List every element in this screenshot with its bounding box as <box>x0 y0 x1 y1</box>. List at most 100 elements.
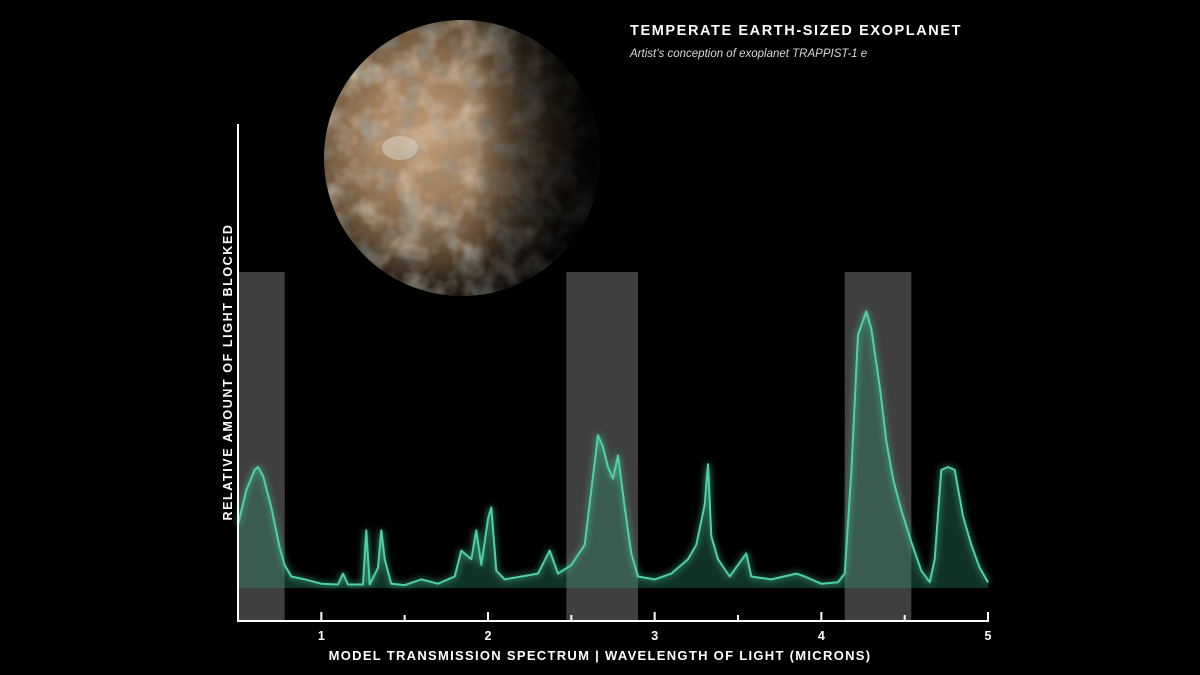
spectrum-point <box>290 575 293 578</box>
spectrum-point <box>283 564 286 566</box>
spectrum-point <box>537 572 539 575</box>
spectrum-point <box>262 474 264 477</box>
spectrum-point <box>570 564 573 566</box>
spectrum-point <box>503 578 506 581</box>
spectrum-point <box>750 575 753 578</box>
spectrum-point <box>257 466 259 468</box>
y-axis-title: RELATIVE AMOUNT OF LIGHT BLOCKED <box>221 223 235 520</box>
spectrum-point <box>850 472 853 474</box>
x-tick-label: 1 <box>318 629 325 643</box>
spectrum-point <box>940 469 943 471</box>
spectrum-point <box>377 567 379 569</box>
spectrum-point <box>878 385 881 388</box>
spectrum-point <box>987 581 989 584</box>
spectrum-series <box>237 310 989 588</box>
spectrum-point <box>583 544 586 546</box>
exoplanet-illustration-icon <box>324 20 600 296</box>
spectrum-point <box>695 544 698 546</box>
spectrum-point <box>590 489 593 491</box>
spectrum-point <box>653 578 656 581</box>
spectrum-point <box>885 440 888 442</box>
x-axis-title: MODEL TRANSMISSION SPECTRUM | WAVELENGTH… <box>329 648 872 663</box>
spectrum-point <box>475 529 478 532</box>
spectrum-point <box>843 572 846 575</box>
highlight-bands <box>238 272 912 621</box>
spectrum-point <box>717 558 719 560</box>
spectrum-point <box>947 466 949 468</box>
spectrum-point <box>933 558 936 560</box>
x-tick-label: 2 <box>485 629 492 643</box>
spectrum-point <box>710 535 713 537</box>
spectrum-point <box>857 333 859 336</box>
spectrum-point <box>368 583 371 586</box>
spectrum-point <box>630 552 633 555</box>
spectrum-point <box>337 583 339 586</box>
spectrum-point <box>383 558 386 560</box>
spectrum-point <box>487 518 489 520</box>
spectrum-point <box>670 572 673 575</box>
spectrum-point <box>910 541 913 543</box>
page-subtitle: Artist’s conception of exoplanet TRAPPIS… <box>630 48 868 60</box>
spectrum-point <box>892 477 894 480</box>
spectrum-area <box>238 311 988 588</box>
spectrum-point <box>837 581 839 584</box>
spectrum-point <box>602 446 604 448</box>
spectrum-point <box>303 578 306 581</box>
spectrum-point <box>420 578 423 581</box>
spectrum-point <box>253 469 256 471</box>
spectrum-point <box>607 466 609 468</box>
x-tick-label: 4 <box>818 629 825 643</box>
spectrum-point <box>803 575 806 578</box>
spectrum-point <box>597 434 599 437</box>
x-tick-label: 3 <box>651 629 658 643</box>
spectrum-point <box>278 546 281 549</box>
spectrum-point <box>245 489 248 491</box>
spectrum-point <box>347 583 349 586</box>
spectrum-point <box>342 572 344 575</box>
spectrum-point <box>403 584 406 586</box>
spectrum-point <box>687 558 689 560</box>
highlight-band-3 <box>844 272 912 621</box>
spectrum-point <box>928 581 931 584</box>
spectrum-point <box>495 569 498 572</box>
spectrum-point <box>612 477 614 480</box>
spectrum-point <box>707 463 709 465</box>
x-tick-label: 5 <box>985 629 992 643</box>
spectrum-point <box>637 575 639 578</box>
spectrum-point <box>520 575 523 578</box>
spectrum-point <box>557 572 559 575</box>
spectrum-point <box>548 549 551 552</box>
spectrum-line <box>237 310 989 587</box>
spectrum-point <box>900 509 903 512</box>
spectrum-point <box>970 544 973 546</box>
highlight-band-1 <box>238 272 285 621</box>
spectrum-point <box>703 503 706 506</box>
spectrum-point <box>362 583 364 586</box>
spectrum-point <box>978 567 981 569</box>
page-title: TEMPERATE EARTH-SIZED EXOPLANET <box>630 23 963 39</box>
spectrum-point <box>770 578 773 581</box>
spectrum-point <box>453 575 456 578</box>
spectrum-point <box>270 506 273 509</box>
spectrum-point <box>490 506 493 509</box>
spectrum-point <box>728 575 731 578</box>
spectrum-point <box>795 572 798 575</box>
spectrum-point <box>865 310 868 313</box>
spectrum-point <box>820 582 823 585</box>
spectrum-point <box>480 564 483 566</box>
spectrum-point <box>437 582 439 585</box>
spectrum-point <box>320 582 323 585</box>
spectrum-point <box>962 515 964 517</box>
spectrum-point <box>617 454 619 457</box>
spectrum-point <box>953 469 956 471</box>
spectrum-point <box>920 569 923 572</box>
spectrum-point <box>745 552 748 555</box>
spectrum-point <box>365 529 368 532</box>
spectrum-point <box>470 558 473 560</box>
spectrum-point <box>623 506 626 509</box>
spectrum-point <box>390 582 393 585</box>
x-axis-ticks: 1 2 3 4 5 <box>318 612 992 643</box>
spectrum-point <box>870 328 873 330</box>
spectrum-point <box>460 549 463 552</box>
